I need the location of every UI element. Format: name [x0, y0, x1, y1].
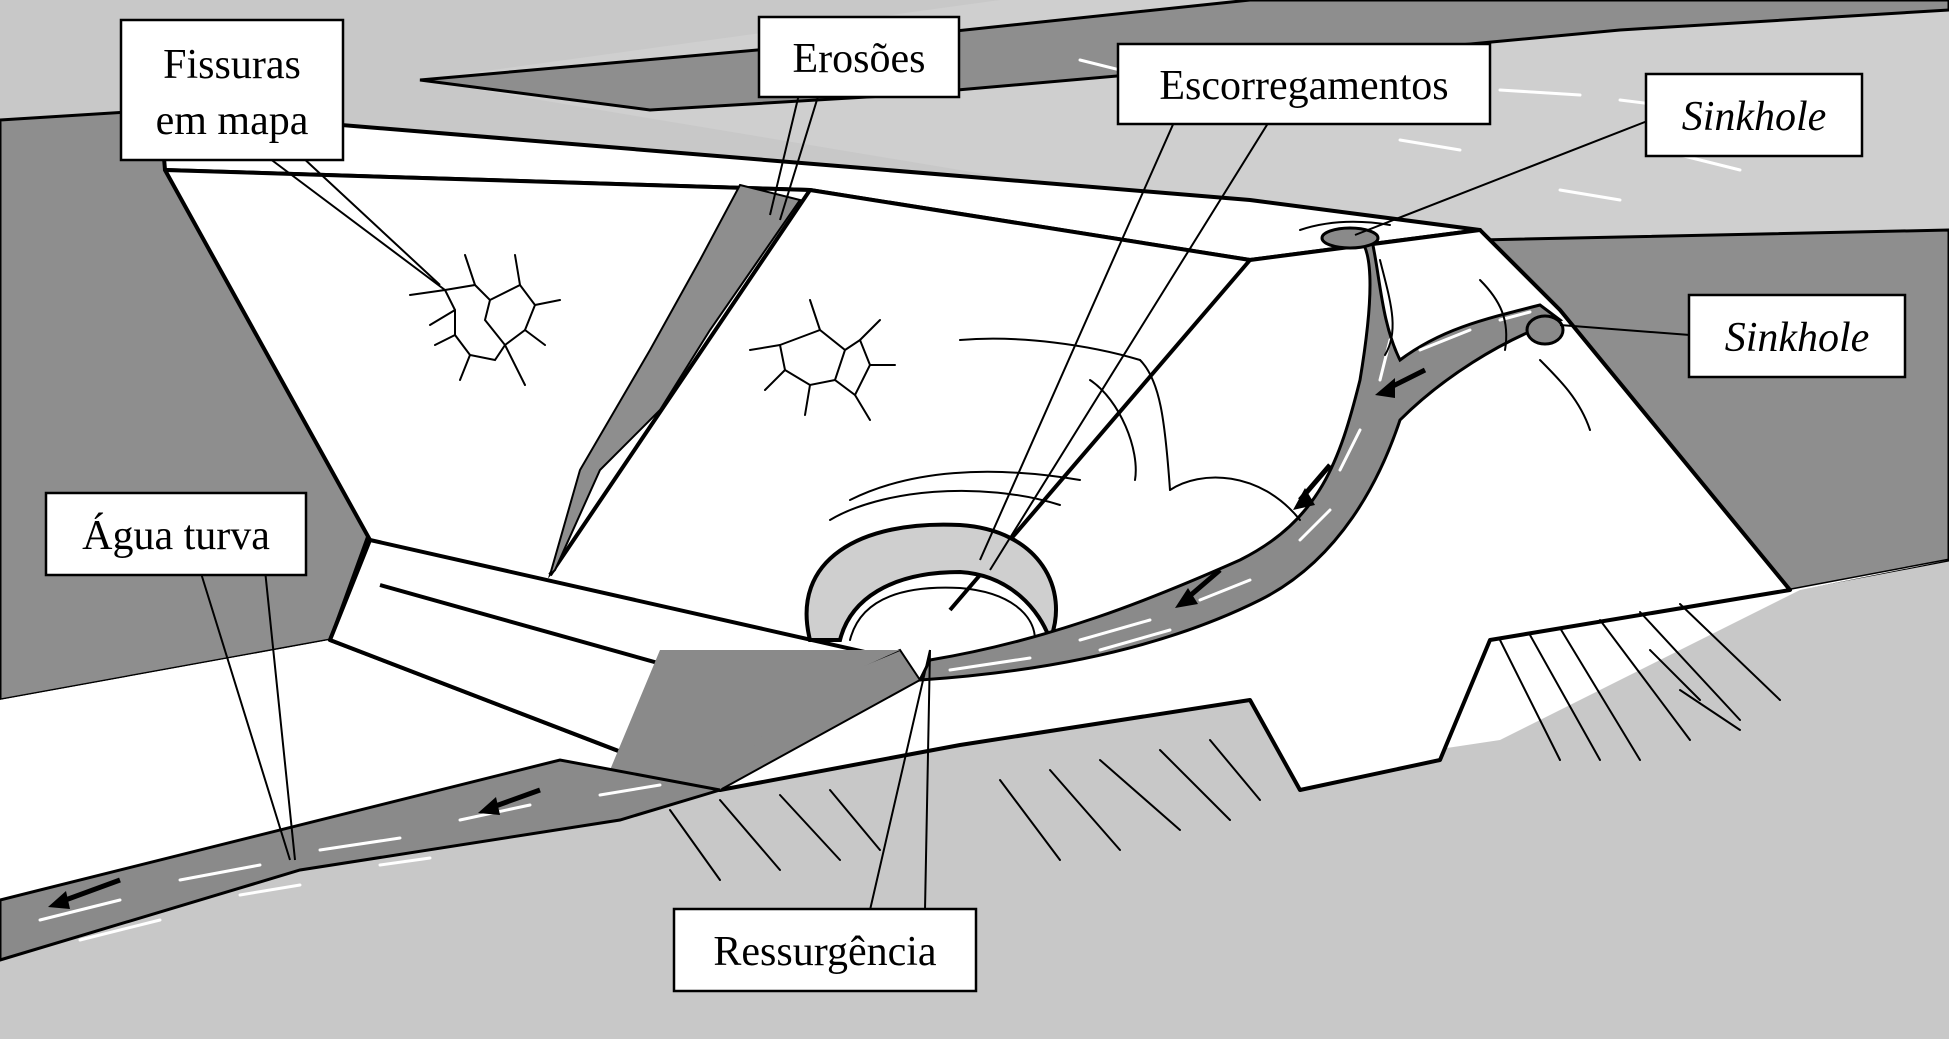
label-ressurgencia-box	[672, 907, 978, 993]
label-fissuras-line2: em mapa	[156, 98, 309, 144]
foundation-hatching	[669, 603, 1781, 881]
turbid-river	[0, 758, 721, 962]
landslide-crack-1	[829, 489, 1061, 521]
label-ressurgencia-text: Ressurgência	[713, 929, 937, 975]
landslide-scar	[804, 522, 1058, 646]
label-escorregamentos-text: Escorregamentos	[1159, 63, 1448, 109]
label-escorregamentos: Escorregamentos	[1116, 42, 1492, 126]
label-erosoes: Erosões	[757, 15, 961, 99]
label-erosoes-text: Erosões	[793, 36, 926, 82]
valley-floor-left	[0, 640, 700, 900]
erosion-gully	[547, 183, 802, 579]
label-escorregamentos-box	[1116, 42, 1492, 126]
label-fissuras-line1: Fissuras	[163, 42, 301, 88]
label-agua-turva: Água turva	[44, 491, 308, 577]
seepage-channel	[917, 230, 1564, 682]
surface-cracks	[959, 220, 1591, 491]
spillway-flow	[610, 650, 900, 790]
label-agua-turva-box	[44, 491, 308, 577]
label-sinkhole-top: Sinkhole	[1644, 72, 1864, 158]
flow-arrows	[48, 367, 1427, 909]
landslide-inner-line	[849, 586, 1036, 641]
label-sinkhole-right-box	[1687, 293, 1907, 379]
label-sinkhole-right: Sinkhole	[1687, 293, 1907, 379]
label-fissuras: Fissuras em mapa	[119, 18, 345, 162]
label-ressurgencia: Ressurgência	[672, 907, 978, 993]
callout-lines	[199, 89, 1691, 911]
label-agua-turva-text: Água turva	[82, 512, 270, 559]
sinkhole-right-pit	[1525, 314, 1565, 346]
channel-branch-crack	[1169, 476, 1301, 521]
landslide-crack-2	[849, 470, 1081, 501]
label-sinkhole-top-text: Sinkhole	[1682, 94, 1827, 140]
map-cracks-center	[749, 299, 896, 421]
map-cracks-left	[409, 254, 561, 386]
dam-ridge-line	[548, 188, 812, 577]
label-sinkhole-right-text: Sinkhole	[1725, 315, 1870, 361]
sinkhole-top-pit	[1320, 226, 1380, 250]
label-erosoes-box	[757, 15, 961, 99]
label-fissuras-box	[119, 18, 345, 162]
label-sinkhole-top-box	[1644, 72, 1864, 158]
